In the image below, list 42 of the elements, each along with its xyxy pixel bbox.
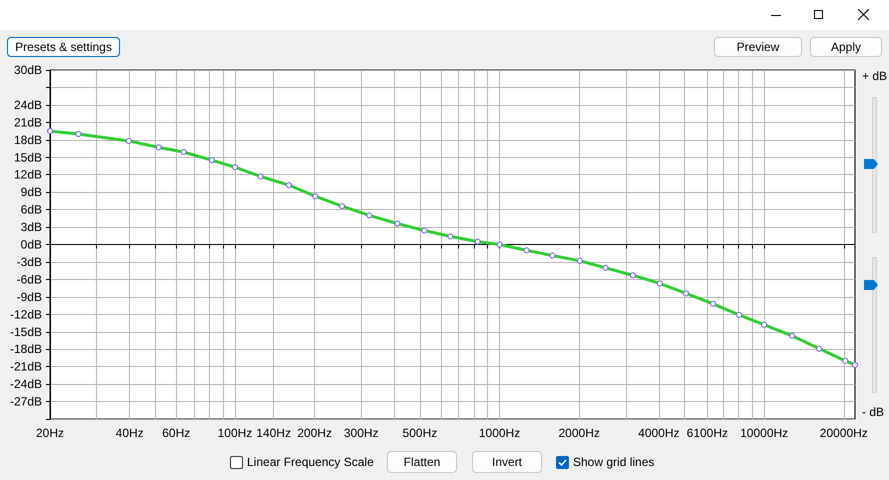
y-tick-label: 30dB [14, 63, 42, 77]
x-tick-label: 1000Hz [478, 426, 520, 440]
y-tick-label: -15dB [10, 324, 42, 339]
text: Invert [472, 451, 542, 473]
x-tick-label: 300Hz [344, 426, 379, 440]
y-tick-label: 3dB [20, 220, 42, 234]
x-tick-label: 6100Hz [686, 426, 728, 440]
x-tick-label: 100Hz [218, 426, 252, 440]
y-tick-label: 21dB [14, 115, 42, 130]
text: - dB [862, 405, 884, 419]
y-tick-label: 24dB [14, 98, 42, 112]
text: Apply [810, 37, 882, 57]
x-tick-label: 2000Hz [558, 426, 600, 440]
y-tick-label: 15dB [14, 150, 42, 164]
y-tick-label: 6dB [20, 202, 42, 217]
y-tick-label: 12dB [14, 168, 42, 182]
y-tick-label: 18dB [14, 132, 42, 147]
y-tick-label: -27dB [10, 394, 42, 409]
text: Linear Frequency Scale [247, 455, 374, 469]
x-tick-label: 140Hz [256, 426, 291, 440]
text: Presets & settings [7, 37, 120, 57]
x-tick-label: 20Hz [36, 426, 64, 440]
y-tick-label: -6dB [16, 272, 42, 286]
y-tick-label: -24dB [10, 377, 42, 392]
y-tick-label: -9dB [16, 290, 42, 304]
y-tick-label: -12dB [10, 307, 42, 322]
x-tick-label: 40Hz [116, 426, 144, 440]
x-tick-label: 4000Hz [638, 426, 680, 440]
y-tick-label: -3dB [16, 254, 42, 269]
x-tick-label: 10000Hz [740, 426, 788, 440]
x-tick-label: 60Hz [162, 426, 190, 440]
y-tick-label: 0dB [20, 238, 42, 252]
x-tick-label: 500Hz [402, 426, 438, 440]
x-tick-label: 20000Hz [820, 426, 868, 440]
text: + dB [862, 69, 888, 83]
y-tick-label: -18dB [10, 342, 42, 356]
text: Show grid lines [573, 455, 654, 469]
y-tick-label: -21dB [10, 360, 42, 374]
text: Preview [714, 37, 802, 57]
x-tick-label: 200Hz [297, 426, 332, 440]
text: Flatten [387, 451, 457, 473]
y-tick-label: 9dB [20, 185, 42, 200]
